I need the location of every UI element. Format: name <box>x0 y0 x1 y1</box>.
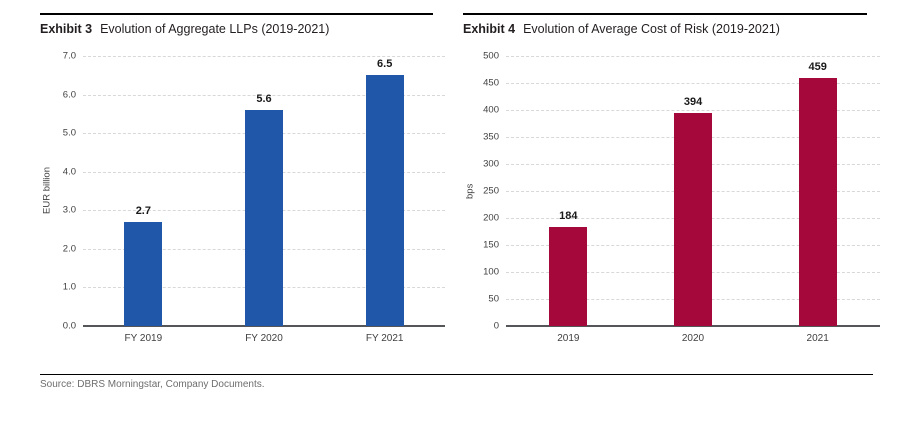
gridline <box>83 56 445 57</box>
chart-title-text: Evolution of Average Cost of Risk (2019-… <box>523 22 780 36</box>
gridline <box>506 56 880 57</box>
bar-slot: 5.6 <box>204 93 325 326</box>
y-tick-label: 50 <box>488 293 499 305</box>
title-rule <box>463 13 868 15</box>
y-tick-label: 7.0 <box>62 50 76 62</box>
charts-row: Exhibit 3 Evolution of Aggregate LLPs (20… <box>40 13 880 344</box>
bar-value-label: 2.7 <box>135 204 151 217</box>
bar-2020 <box>674 113 712 326</box>
bars-group: 184 394 459 <box>506 56 880 326</box>
bar-value-label: 459 <box>808 61 827 74</box>
gridline <box>506 83 880 84</box>
y-tick-label: 400 <box>483 104 499 116</box>
y-tick-label: 200 <box>483 212 499 224</box>
x-axis-ticks: FY 2019 FY 2020 FY 2021 <box>83 333 445 344</box>
exhibit-label: Exhibit 4 <box>463 22 516 36</box>
bar-slot: 459 <box>755 61 880 326</box>
plot-area: 184 394 459 <box>506 56 880 327</box>
chart-title: Exhibit 4 Evolution of Average Cost of Ri… <box>463 22 880 36</box>
bar-slot: 2.7 <box>83 205 204 326</box>
y-tick-label: 150 <box>483 239 499 251</box>
y-tick-label: 4.0 <box>62 166 76 178</box>
footer: Source: DBRS Morningstar, Company Docume… <box>40 374 880 390</box>
y-tick-label: 6.0 <box>62 89 76 101</box>
bar-2019 <box>549 226 588 326</box>
footer-rule <box>40 374 873 375</box>
bar-chart: EUR billion 7.0 6.0 5.0 4.0 3.0 2.0 1.0 0.0 2.7… <box>40 51 445 344</box>
y-tick-label: 350 <box>483 131 499 143</box>
y-tick-label: 250 <box>483 185 499 197</box>
y-tick-label: 2.0 <box>62 243 76 255</box>
x-tick-label: 2020 <box>681 333 705 344</box>
bar-slot: 394 <box>631 96 756 326</box>
report-page: Exhibit 3 Evolution of Aggregate LLPs (20… <box>40 13 880 390</box>
x-axis-line <box>83 325 445 327</box>
y-tick-label: 100 <box>483 266 499 278</box>
x-tick-label: FY 2021 <box>365 333 404 344</box>
plot-area: 2.7 5.6 6.5 <box>83 56 445 327</box>
chart-title: Exhibit 3 Evolution of Aggregate LLPs (20… <box>40 22 445 36</box>
exhibit-4-chart: Exhibit 4 Evolution of Average Cost of Ri… <box>463 13 880 344</box>
bar-value-label: 5.6 <box>256 93 272 105</box>
bar-2021 <box>798 78 837 326</box>
y-tick-label: 500 <box>483 50 499 62</box>
exhibit-label: Exhibit 3 <box>40 22 93 36</box>
y-axis-label: bps <box>464 183 476 199</box>
x-tick-label: 2021 <box>806 333 829 344</box>
gridline <box>83 94 445 96</box>
x-tick-label: 2019 <box>557 333 580 344</box>
chart-title-text: Evolution of Aggregate LLPs (2019-2021) <box>100 22 330 36</box>
bar-slot: 184 <box>506 210 631 326</box>
gridline <box>506 110 880 111</box>
bar-slot: 6.5 <box>324 58 445 326</box>
bar-fy-2020 <box>245 110 283 326</box>
y-tick-label: 300 <box>483 158 499 170</box>
y-tick-label: 0.0 <box>62 320 76 332</box>
y-axis-label: EUR billion <box>41 167 53 215</box>
bar-value-label: 394 <box>683 96 703 109</box>
y-axis-ticks: 500 450 400 350 300 250 200 150 100 50 0 <box>477 51 506 332</box>
exhibit-3-chart: Exhibit 3 Evolution of Aggregate LLPs (20… <box>40 13 445 344</box>
x-axis-ticks: 2019 2020 2021 <box>506 333 880 344</box>
y-tick-label: 450 <box>483 77 499 89</box>
source-note: Source: DBRS Morningstar, Company Docume… <box>40 379 265 390</box>
bars-group: 2.7 5.6 6.5 <box>83 56 445 326</box>
y-tick-label: 3.0 <box>62 204 76 216</box>
bar-value-label: 184 <box>559 209 578 222</box>
y-tick-label: 5.0 <box>62 127 76 139</box>
y-tick-label: 0 <box>493 320 499 332</box>
bar-value-label: 6.5 <box>377 58 393 71</box>
y-tick-label: 1.0 <box>62 281 76 293</box>
x-axis-line <box>506 325 880 327</box>
bar-chart: bps 500 450 400 350 300 250 200 150 100 50 0 184 39… <box>463 51 880 344</box>
y-axis-ticks: 7.0 6.0 5.0 4.0 3.0 2.0 1.0 0.0 <box>54 51 83 332</box>
bar-fy-2019 <box>124 221 163 326</box>
x-tick-label: FY 2019 <box>124 333 163 344</box>
x-tick-label: FY 2020 <box>245 333 283 344</box>
title-rule <box>40 13 433 15</box>
bar-fy-2021 <box>365 75 404 326</box>
